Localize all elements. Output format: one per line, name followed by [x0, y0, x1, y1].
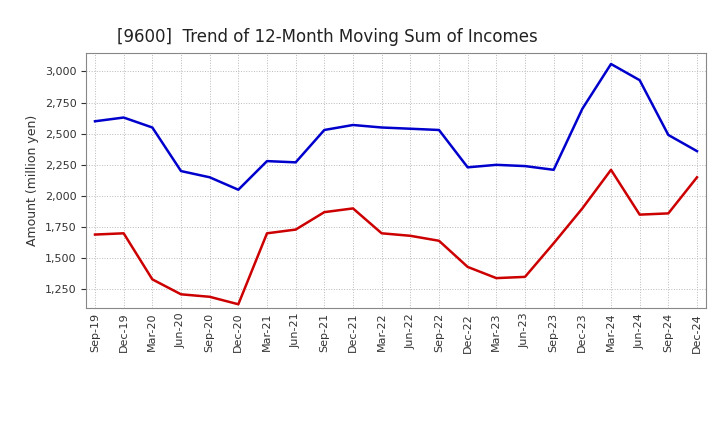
Net Income: [205, 294, 214, 300]
Ordinary Income: [664, 132, 672, 138]
Net Income: [693, 175, 701, 180]
Ordinary Income: [693, 149, 701, 154]
Ordinary Income: [549, 167, 558, 172]
Y-axis label: Amount (million yen): Amount (million yen): [27, 115, 40, 246]
Ordinary Income: [521, 163, 529, 169]
Net Income: [234, 302, 243, 307]
Net Income: [435, 238, 444, 243]
Ordinary Income: [120, 115, 128, 120]
Line: Ordinary Income: Ordinary Income: [95, 64, 697, 190]
Ordinary Income: [492, 162, 500, 168]
Net Income: [549, 241, 558, 246]
Ordinary Income: [148, 125, 157, 130]
Ordinary Income: [635, 77, 644, 83]
Ordinary Income: [292, 160, 300, 165]
Net Income: [320, 209, 328, 215]
Ordinary Income: [578, 106, 587, 111]
Net Income: [664, 211, 672, 216]
Net Income: [521, 274, 529, 279]
Ordinary Income: [464, 165, 472, 170]
Net Income: [377, 231, 386, 236]
Net Income: [492, 275, 500, 281]
Ordinary Income: [205, 175, 214, 180]
Text: [9600]  Trend of 12-Month Moving Sum of Incomes: [9600] Trend of 12-Month Moving Sum of I…: [117, 28, 538, 46]
Ordinary Income: [377, 125, 386, 130]
Ordinary Income: [234, 187, 243, 192]
Ordinary Income: [320, 127, 328, 132]
Ordinary Income: [607, 61, 616, 66]
Ordinary Income: [406, 126, 415, 132]
Net Income: [406, 233, 415, 238]
Net Income: [464, 264, 472, 270]
Net Income: [120, 231, 128, 236]
Ordinary Income: [263, 158, 271, 164]
Ordinary Income: [91, 119, 99, 124]
Net Income: [176, 292, 185, 297]
Net Income: [348, 206, 357, 211]
Line: Net Income: Net Income: [95, 170, 697, 304]
Ordinary Income: [176, 169, 185, 174]
Net Income: [292, 227, 300, 232]
Net Income: [148, 277, 157, 282]
Ordinary Income: [348, 122, 357, 128]
Net Income: [91, 232, 99, 237]
Net Income: [607, 167, 616, 172]
Net Income: [635, 212, 644, 217]
Ordinary Income: [435, 127, 444, 132]
Net Income: [263, 231, 271, 236]
Net Income: [578, 206, 587, 211]
